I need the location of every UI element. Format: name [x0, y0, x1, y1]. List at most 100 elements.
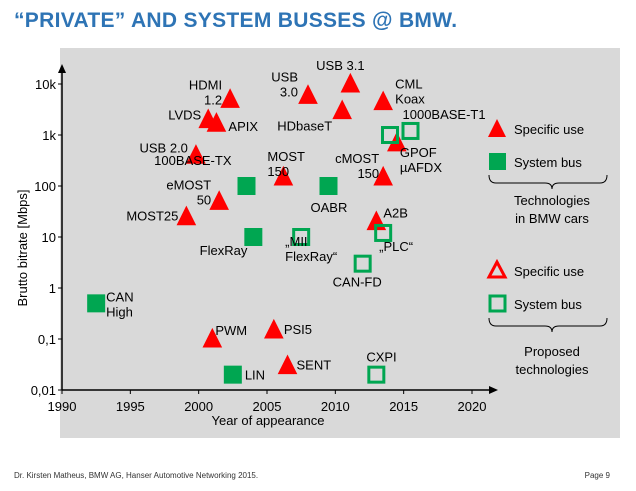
data-label-line: USB 3.1: [316, 58, 364, 73]
data-label-line: 3.0: [280, 84, 298, 99]
footer-credit: Dr. Kirsten Matheus, BMW AG, Hanser Auto…: [14, 471, 259, 480]
axes: 1990 1995 2000 2005 2010 2015 2020 0,01 0,1 1 10 10…: [15, 64, 498, 428]
legend-system-bus-label: System bus: [514, 155, 582, 170]
data-point-proposed-system-bus: [401, 121, 420, 140]
x-tick-label: 1995: [116, 399, 145, 414]
data-label-line: USB: [271, 69, 298, 84]
y-tick-label: 10k: [35, 77, 56, 92]
data-label-line: A2B: [383, 206, 408, 221]
x-tick-label: 1990: [48, 399, 77, 414]
data-label-line: µAFDX: [400, 160, 442, 175]
data-label: CAN High: [106, 289, 133, 319]
data-label: CXPI: [366, 350, 396, 365]
data-label: 1000BASE-T1: [403, 107, 486, 122]
data-label: SENT: [297, 358, 332, 373]
data-label-line: 50: [197, 192, 211, 207]
data-label: CAN-FD: [333, 275, 382, 290]
data-point-specific-use: [332, 99, 352, 120]
data-label: USB 3.1: [316, 58, 364, 73]
data-label: LIN: [245, 368, 265, 383]
data-label-line: LIN: [245, 368, 265, 383]
data-point-system-bus: [319, 177, 338, 195]
legend-proposed-specific-use-triangle: [486, 258, 508, 279]
legend: Specific use System bus Technologies in …: [486, 119, 608, 377]
data-label: HDMI 1.2: [189, 77, 222, 107]
data-label: GPOF µAFDX: [400, 145, 442, 175]
data-label-line: PWM: [215, 323, 247, 338]
data-label-line: SENT: [297, 358, 332, 373]
data-label-line: 1000BASE-T1: [403, 107, 486, 122]
legend-proposed-specific-use-label: Specific use: [514, 264, 584, 279]
data-label-line: 1.2: [204, 92, 222, 107]
data-point-specific-use: [373, 165, 393, 186]
data-label-line: High: [106, 304, 133, 319]
data-label: CML Koax: [395, 77, 425, 107]
data-label-line: HDbaseT: [277, 119, 332, 134]
data-label-line: GPOF: [400, 145, 437, 160]
data-label: OABR: [311, 200, 348, 215]
data-label-line: FlexRay“: [285, 249, 337, 264]
y-axis-arrow: [58, 64, 66, 73]
legend-proposed-system-bus-label: System bus: [514, 297, 582, 312]
data-label: PWM: [215, 323, 247, 338]
data-label-line: MOST: [267, 149, 305, 164]
data-label-line: MOST25: [126, 209, 178, 224]
x-tick-label: 2015: [389, 399, 418, 414]
data-point-system-bus: [237, 177, 256, 195]
legend-proposed-caption-2: technologies: [516, 362, 589, 377]
y-tick-label: 10: [42, 230, 56, 245]
legend-proposed-system-bus-square: [488, 294, 507, 313]
y-axis-title: Brutto bitrate [Mbps]: [15, 189, 30, 306]
data-point-system-bus: [87, 294, 106, 313]
legend-bmw-caption-2: in BMW cars: [515, 211, 589, 226]
data-label-line: CAN: [106, 289, 133, 304]
data-point-specific-use: [209, 190, 229, 210]
x-axis-arrow: [489, 386, 498, 394]
data-label: APIX: [228, 119, 258, 134]
legend-proposed-caption-1: Proposed: [524, 344, 580, 359]
x-tick-label: 2005: [253, 399, 282, 414]
legend-specific-use-triangle: [488, 119, 506, 137]
data-label: cMOST 150: [335, 151, 379, 181]
legend-proposed-brace: [488, 317, 608, 333]
data-point-system-bus: [244, 228, 263, 246]
footer-page-number: Page 9: [584, 471, 610, 480]
data-label: MOST 150: [267, 149, 305, 179]
data-label: USB 2.0: [140, 140, 188, 155]
data-point-specific-use: [277, 354, 298, 375]
data-point-proposed-system-bus: [292, 228, 311, 246]
data-label-line: PSI5: [284, 322, 312, 337]
data-label: „MII FlexRay“: [285, 234, 337, 264]
data-label-line: LVDS: [168, 108, 201, 123]
data-label-line: FlexRay: [200, 243, 248, 258]
data-label-line: Koax: [395, 92, 425, 107]
legend-specific-use-label: Specific use: [514, 122, 584, 137]
data-label-line: CAN-FD: [333, 275, 382, 290]
data-label: PSI5: [284, 322, 312, 337]
data-label-line: CML: [395, 77, 422, 92]
data-point-specific-use: [264, 318, 284, 339]
data-point-specific-use: [176, 205, 197, 226]
data-point-specific-use: [206, 112, 227, 132]
x-tick-label: 2010: [321, 399, 350, 414]
data-label: USB 3.0: [271, 69, 298, 99]
data-point-specific-use: [340, 72, 361, 93]
x-tick-label: 2020: [458, 399, 487, 414]
data-point-specific-use: [373, 90, 393, 111]
data-point-proposed-system-bus: [367, 365, 386, 384]
data-label-line: OABR: [311, 200, 348, 215]
data-label: LVDS: [168, 108, 201, 123]
data-label: 100BASE-TX: [154, 153, 232, 168]
legend-system-bus-square: [489, 153, 506, 170]
data-point-proposed-system-bus: [374, 223, 393, 242]
data-point-system-bus: [223, 365, 242, 384]
data-label: A2B: [383, 206, 408, 221]
plot-area: [60, 48, 482, 438]
data-label: HDbaseT: [277, 119, 332, 134]
legend-bmw-caption-1: Technologies: [514, 193, 590, 208]
data-label-line: cMOST: [335, 151, 379, 166]
data-label-line: eMOST: [166, 177, 211, 192]
y-tick-label: 0,1: [38, 332, 56, 347]
